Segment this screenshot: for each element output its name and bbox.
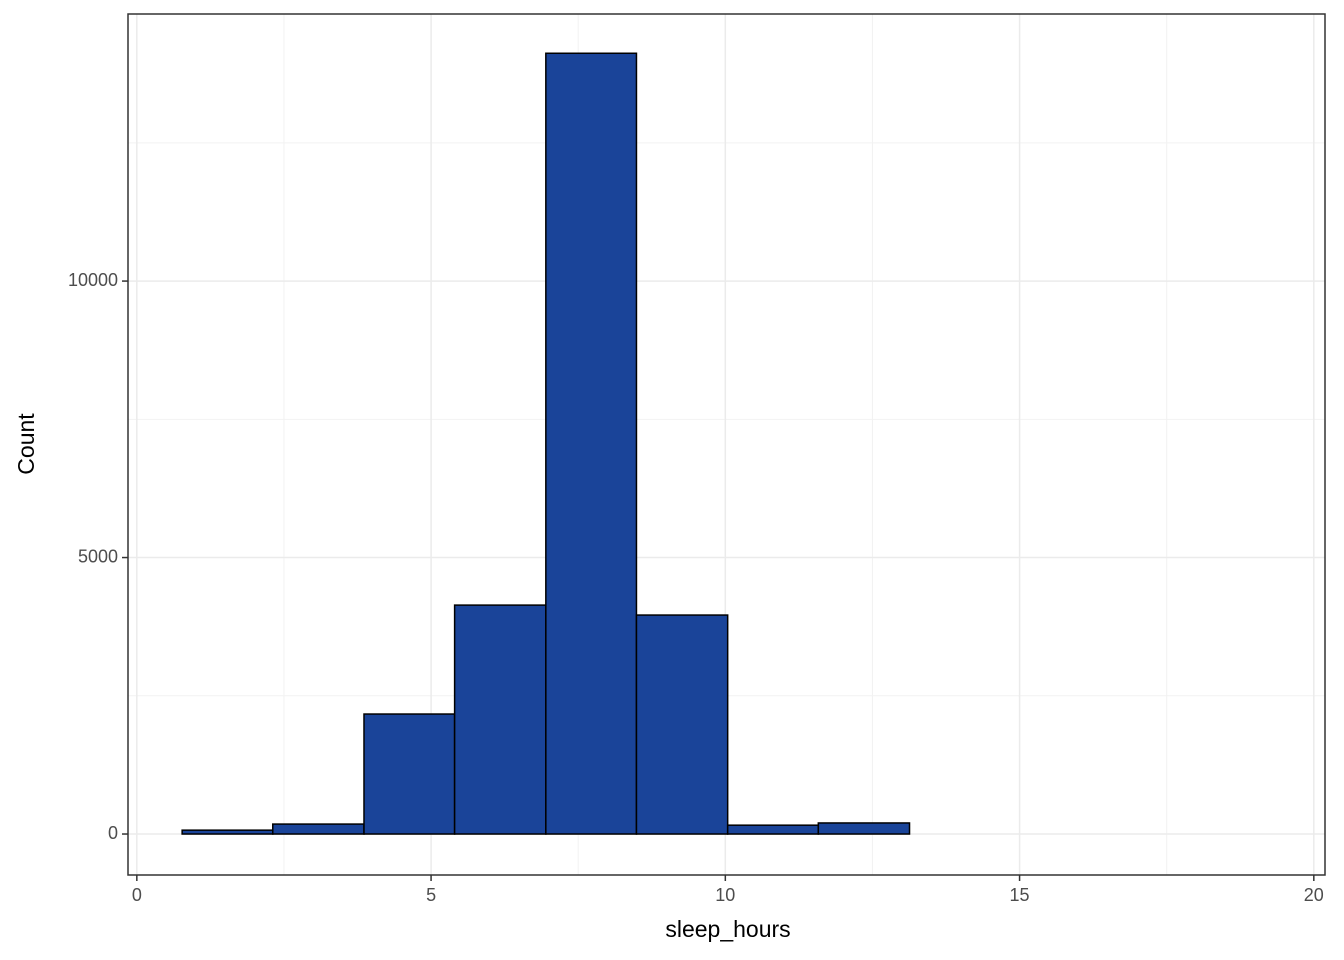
bar [453, 604, 547, 835]
bar [272, 823, 365, 835]
x-tick-label: 10 [715, 885, 735, 905]
bar [726, 824, 820, 835]
y-axis-title: Count [13, 413, 39, 475]
bar [545, 52, 638, 835]
x-axis-title: sleep_hours [665, 916, 790, 942]
x-tick-label: 5 [426, 885, 436, 905]
bar [181, 829, 274, 835]
bar [363, 713, 456, 835]
x-tick-label: 15 [1010, 885, 1030, 905]
y-tick-label: 10000 [68, 270, 118, 290]
bar [635, 614, 729, 835]
x-tick-label: 0 [132, 885, 142, 905]
y-tick-label: 5000 [78, 546, 118, 566]
bar [817, 822, 911, 835]
y-tick-label: 0 [108, 823, 118, 843]
panel-border [127, 13, 1326, 876]
x-tick-label: 20 [1304, 885, 1324, 905]
